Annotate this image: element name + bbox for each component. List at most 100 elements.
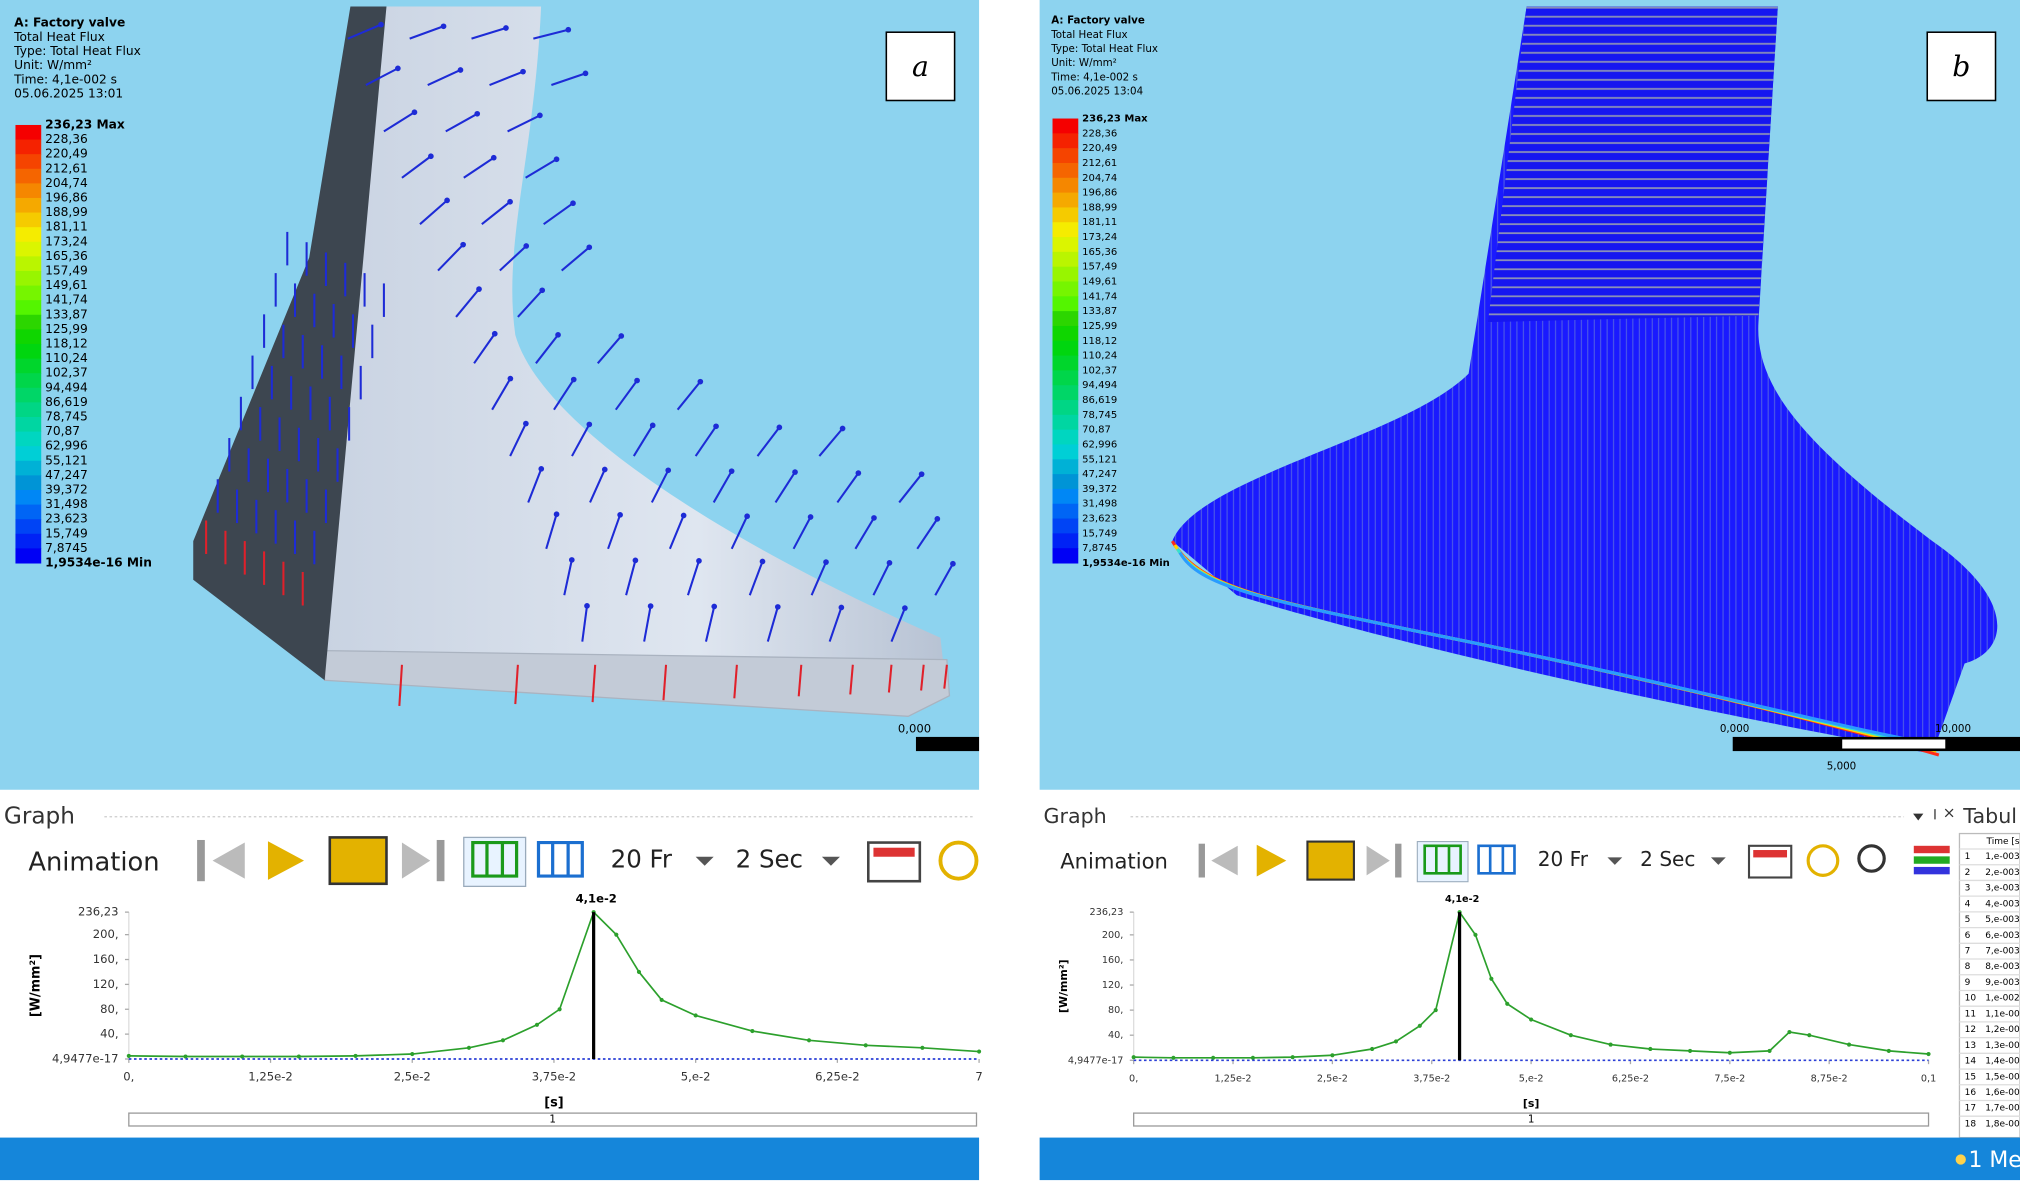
x-tick-label: 8,75e-2 (1811, 1073, 1848, 1084)
toolbar-button[interactable] (401, 842, 431, 879)
table-cell: 14 (1965, 1057, 1977, 1067)
flux-arrow (818, 427, 844, 457)
legend-swatch (1052, 474, 1079, 490)
data-point (240, 1054, 245, 1059)
table-cell: 1 (1965, 852, 1971, 862)
data-point (534, 1022, 540, 1027)
flux-arrow (774, 471, 796, 504)
flux-arrow-head (568, 557, 575, 563)
legend-swatch (1052, 207, 1079, 223)
legend-swatch (15, 168, 42, 184)
legend-swatch (1052, 385, 1079, 401)
result-header: Type: Total Heat Flux (1050, 43, 1158, 55)
model-view (1170, 6, 1998, 757)
panel-label: a (912, 50, 929, 83)
data-point (1568, 1033, 1573, 1038)
data-point (466, 1045, 471, 1050)
frames-select[interactable]: 20 Fr (1538, 847, 1589, 871)
legend-swatch (15, 358, 42, 374)
toolbar-button[interactable] (1395, 843, 1402, 878)
stop-button[interactable] (328, 836, 388, 886)
flux-arrow-head (759, 558, 766, 565)
data-point (1608, 1042, 1613, 1047)
toolbar-button[interactable] (1857, 844, 1886, 873)
flux-arrow (872, 562, 891, 596)
legend-label: 228,36 (1082, 128, 1117, 139)
toolbar-button[interactable] (938, 840, 979, 881)
x-tick-label: 0, (123, 1070, 134, 1084)
dropdown-arrow (1607, 857, 1623, 865)
table-cell: 2,e-003 (1985, 868, 2020, 878)
flux-arrow (347, 23, 382, 40)
flux-arrow-head (537, 112, 543, 119)
play-button[interactable] (1256, 844, 1287, 877)
data-point (693, 1013, 698, 1018)
toolbar-button[interactable] (212, 842, 245, 879)
flux-arrow-head (634, 377, 640, 384)
flux-arrow-head (538, 465, 545, 472)
legend-label: 47,247 (1082, 469, 1117, 480)
y-tick-label: 4,9477e-17 (1068, 1055, 1123, 1066)
legend-label: 62,996 (45, 439, 88, 453)
flux-arrow-head (744, 513, 750, 520)
toolbar-button[interactable] (1366, 845, 1390, 876)
frames-select[interactable]: 20 Fr (611, 845, 673, 874)
legend-swatch (15, 212, 42, 228)
pane-controls (1913, 808, 1954, 821)
x-axis-label: [s] (1523, 1097, 1540, 1110)
flux-arrow-head (490, 154, 497, 161)
legend-swatch (1052, 192, 1079, 208)
scrollbar[interactable] (1133, 1112, 1930, 1127)
data-point (1433, 1008, 1438, 1013)
table-cell: 1,6e-00 (1985, 1088, 2020, 1098)
duration-select[interactable]: 2 Sec (736, 845, 803, 874)
rim-arrow (662, 664, 668, 701)
data-point (353, 1053, 358, 1058)
table-cell: 8,e-003 (1985, 962, 2020, 972)
legend-label: 78,745 (45, 409, 88, 423)
legend-swatch (15, 314, 42, 330)
toolbar-button[interactable] (1806, 844, 1840, 877)
toolbar-button[interactable] (1198, 843, 1205, 878)
toolbar-button[interactable] (1211, 845, 1238, 876)
rim-arrow (943, 664, 948, 689)
legend-label: 188,99 (1082, 202, 1117, 213)
table-cell: 12 (1965, 1025, 1976, 1035)
data-point (126, 1053, 131, 1058)
toolbar-button[interactable] (436, 839, 445, 882)
scrollbar[interactable] (128, 1112, 978, 1127)
scale-label: 0,000 (1720, 723, 1749, 735)
flux-arrow-head (553, 156, 560, 163)
flux-arrow-head (378, 21, 384, 28)
toolbar-icon (1913, 845, 1950, 854)
play-button[interactable] (267, 841, 305, 880)
stop-button[interactable] (1306, 840, 1355, 881)
data-line (1133, 910, 1929, 1059)
legend-swatch (15, 431, 42, 447)
y-tick-label: 40, (1108, 1030, 1123, 1041)
flux-arrow-head (507, 198, 513, 205)
table-cell: 9,e-003 (1985, 978, 2020, 988)
legend-swatch (1052, 133, 1079, 149)
legend-swatch (1052, 444, 1079, 460)
x-axis-label: [s] (544, 1095, 563, 1110)
flux-arrow-head (918, 471, 925, 478)
flux-arrow-head (570, 376, 577, 383)
duration-select[interactable]: 2 Sec (1640, 847, 1695, 871)
status-icon (1955, 1154, 1966, 1165)
legend-swatch (15, 197, 42, 214)
legend-swatch (15, 139, 42, 155)
result-header: A: Factory valve (14, 16, 125, 30)
legend-swatch (1052, 177, 1079, 194)
data-point (920, 1045, 925, 1050)
legend-label: 118,12 (1082, 336, 1117, 347)
x-tick-label: 1,25e-2 (1214, 1073, 1251, 1084)
legend-swatch (15, 402, 42, 418)
legend-label: 102,37 (45, 366, 88, 380)
status-bar (1039, 1137, 2020, 1181)
toolbar-button[interactable] (197, 839, 205, 882)
legend-swatch (1052, 148, 1079, 164)
flux-arrow (596, 335, 623, 364)
table-cell: 7 (1965, 947, 1971, 957)
legend-label: 236,23 Max (45, 117, 125, 131)
